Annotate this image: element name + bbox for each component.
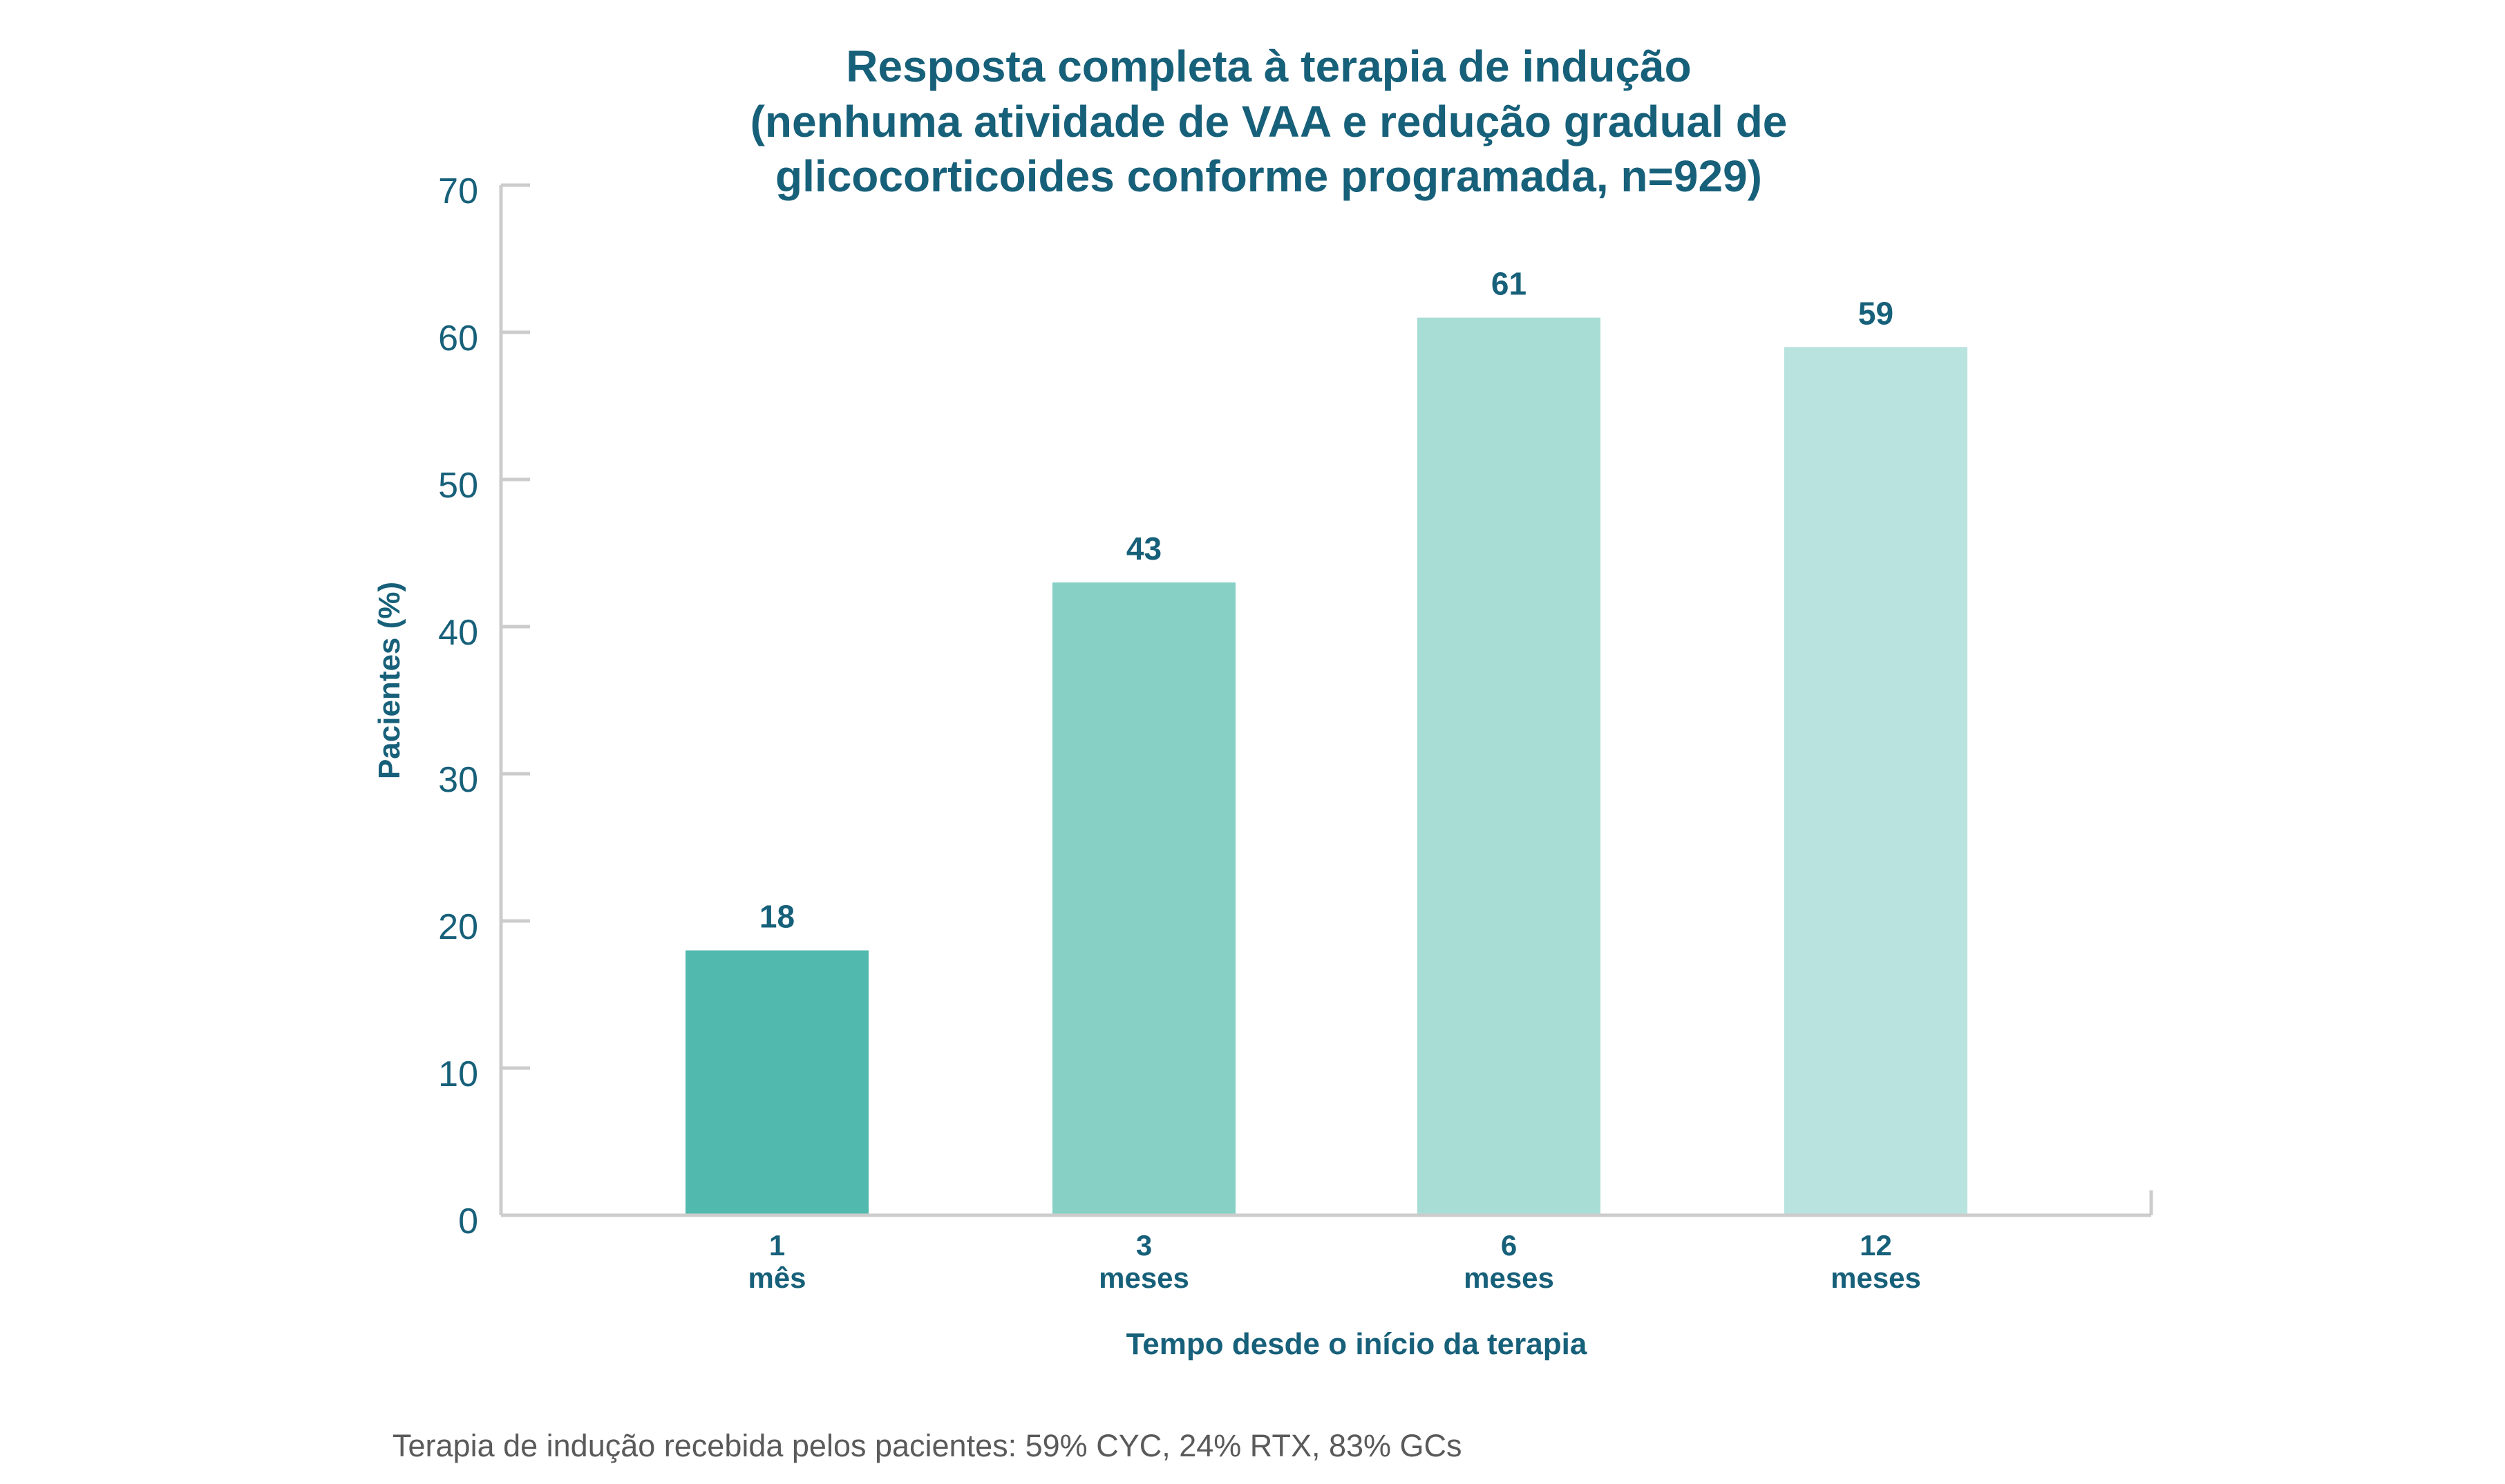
x-tick-label-unit: meses bbox=[1831, 1262, 1921, 1294]
y-tick-label: 50 bbox=[438, 466, 478, 506]
y-tick-label: 40 bbox=[438, 613, 478, 653]
x-axis-label: Tempo desde o início da terapia bbox=[1126, 1327, 1587, 1361]
y-axis-label: Pacientes (%) bbox=[372, 582, 406, 779]
title-line-1: Resposta completa à terapia de indução bbox=[846, 41, 1691, 91]
y-tick-label: 10 bbox=[438, 1054, 478, 1094]
data-label: 59 bbox=[1858, 295, 1893, 331]
y-tick-label: 60 bbox=[438, 318, 478, 359]
data-label: 43 bbox=[1126, 531, 1162, 567]
x-tick-label-unit: mês bbox=[748, 1262, 806, 1294]
footnote: Terapia de indução recebida pelos pacien… bbox=[393, 1428, 1462, 1463]
y-tick-label: 70 bbox=[438, 171, 478, 211]
bar bbox=[1784, 347, 1967, 1215]
bar bbox=[1417, 317, 1600, 1216]
data-label: 18 bbox=[759, 899, 795, 935]
title-line-2: (nenhuma atividade de VAA e redução grad… bbox=[750, 97, 1788, 146]
x-tick-label-number: 1 bbox=[769, 1229, 785, 1262]
y-tick-label: 30 bbox=[438, 760, 478, 800]
x-tick-label-number: 6 bbox=[1501, 1229, 1517, 1262]
y-axis: 0 10 20 30 40 50 60 70 bbox=[438, 171, 530, 1242]
data-label: 61 bbox=[1491, 266, 1526, 302]
x-tick-label-number: 12 bbox=[1860, 1229, 1892, 1262]
x-tick-label-unit: meses bbox=[1464, 1262, 1554, 1294]
bar bbox=[1052, 582, 1236, 1215]
x-tick-label-unit: meses bbox=[1099, 1262, 1189, 1294]
x-tick-label-number: 3 bbox=[1136, 1229, 1152, 1262]
bar bbox=[686, 950, 869, 1215]
chart-title: Resposta completa à terapia de indução (… bbox=[750, 41, 1788, 201]
y-tick-label: 0 bbox=[458, 1201, 478, 1242]
title-line-3: glicocorticoides conforme programada, n=… bbox=[775, 151, 1762, 201]
bars: 18 43 61 59 bbox=[686, 266, 1967, 1216]
y-tick-label: 20 bbox=[438, 907, 478, 947]
